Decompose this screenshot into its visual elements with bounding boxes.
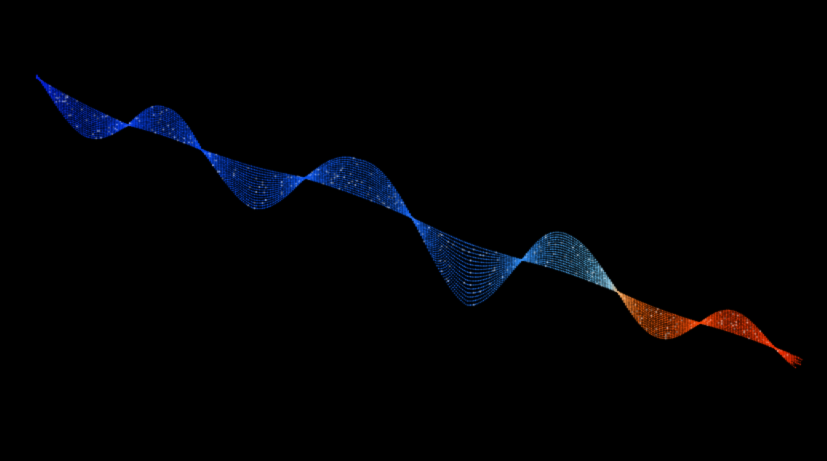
wave-art-figure xyxy=(0,0,827,461)
wave-art-canvas xyxy=(0,0,827,461)
